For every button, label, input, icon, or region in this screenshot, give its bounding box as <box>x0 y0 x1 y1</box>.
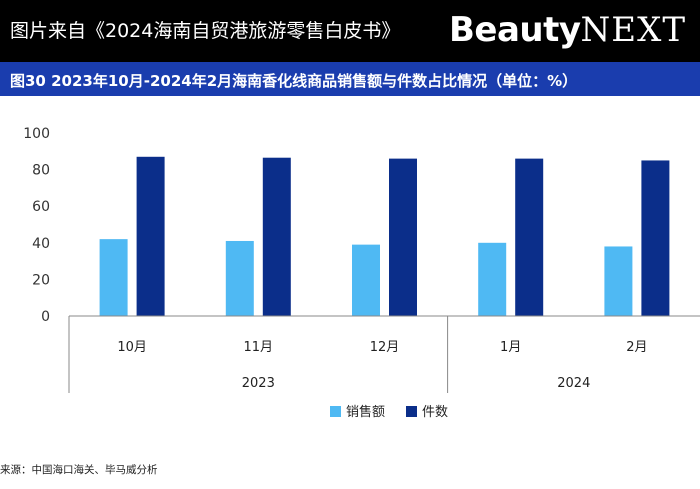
bar-count <box>515 158 544 316</box>
legend-swatch-sales <box>330 406 341 417</box>
y-tick-label: 0 <box>41 309 50 325</box>
legend-label: 件数 <box>422 405 448 420</box>
figure-title: 图30 2023年10月-2024年2月海南香化线商品销售额与件数占比情况（单位… <box>10 72 578 90</box>
bar-chart: 0 20 40 60 80 100 10月 11月 12月 1月 2月 2023 2024 销售额 件数 <box>23 126 700 420</box>
bar-count <box>389 158 417 316</box>
bar-sales <box>99 239 128 316</box>
x-tick-label: 2月 <box>626 340 647 355</box>
legend-swatch-count <box>406 406 417 417</box>
x-tick-label: 10月 <box>117 340 147 355</box>
bar-sales <box>352 244 380 316</box>
group-label: 2024 <box>557 376 590 391</box>
bar-sales <box>478 242 507 316</box>
y-tick-label: 80 <box>32 163 50 179</box>
header-bar: 图片来自《2024海南自贸港旅游零售白皮书》 BeautyNEXT <box>0 0 700 62</box>
y-tick-label: 40 <box>32 236 50 252</box>
bar-sales <box>225 240 254 316</box>
x-tick-label: 12月 <box>370 340 400 355</box>
group-label: 2023 <box>242 376 275 391</box>
bar-count <box>262 157 291 316</box>
bar-count <box>641 160 670 316</box>
legend-label: 销售额 <box>346 404 385 420</box>
bar-sales <box>604 246 633 316</box>
bar-count <box>136 156 165 316</box>
brand-logo: BeautyNEXT <box>449 10 686 50</box>
source-note: 来源：中国海口海关、毕马威分析 <box>0 464 158 476</box>
source-title: 图片来自《2024海南自贸港旅游零售白皮书》 <box>10 20 401 42</box>
figure-title-bar: 图30 2023年10月-2024年2月海南香化线商品销售额与件数占比情况（单位… <box>0 62 700 96</box>
x-tick-label: 11月 <box>244 340 274 355</box>
logo-beauty: Beauty <box>449 10 581 50</box>
logo-next: NEXT <box>580 10 686 50</box>
y-tick-label: 60 <box>32 199 50 215</box>
x-tick-label: 1月 <box>500 340 521 355</box>
y-tick-label: 20 <box>32 272 50 288</box>
y-tick-label: 100 <box>23 126 50 142</box>
